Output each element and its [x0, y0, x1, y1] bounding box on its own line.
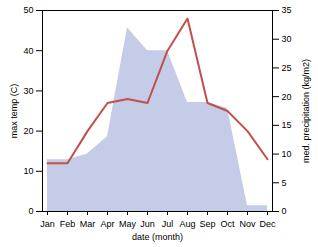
svg-text:med. precipitation (kg/m2): med. precipitation (kg/m2) [301, 59, 311, 163]
svg-text:May: May [119, 219, 137, 229]
svg-text:40: 40 [23, 46, 33, 56]
svg-text:Apr: Apr [100, 219, 114, 229]
svg-text:Jul: Jul [162, 219, 174, 229]
svg-text:35: 35 [282, 5, 292, 15]
svg-text:Sep: Sep [199, 219, 215, 229]
svg-text:10: 10 [282, 149, 292, 159]
svg-text:20: 20 [23, 126, 33, 136]
svg-text:max temp (C): max temp (C) [9, 84, 19, 139]
svg-text:Feb: Feb [60, 219, 76, 229]
svg-text:0: 0 [28, 206, 33, 216]
svg-text:5: 5 [282, 178, 287, 188]
svg-text:Aug: Aug [179, 219, 195, 229]
svg-text:20: 20 [282, 92, 292, 102]
svg-text:0: 0 [282, 206, 287, 216]
svg-text:30: 30 [23, 86, 33, 96]
svg-text:date (month): date (month) [132, 232, 183, 242]
svg-text:Dec: Dec [259, 219, 276, 229]
svg-text:Nov: Nov [239, 219, 256, 229]
svg-text:50: 50 [23, 5, 33, 15]
svg-text:Jan: Jan [40, 219, 55, 229]
svg-text:Oct: Oct [220, 219, 235, 229]
svg-text:Jun: Jun [140, 219, 155, 229]
svg-text:10: 10 [23, 166, 33, 176]
svg-text:Mar: Mar [80, 219, 96, 229]
svg-text:30: 30 [282, 34, 292, 44]
svg-text:15: 15 [282, 120, 292, 130]
svg-text:25: 25 [282, 63, 292, 73]
